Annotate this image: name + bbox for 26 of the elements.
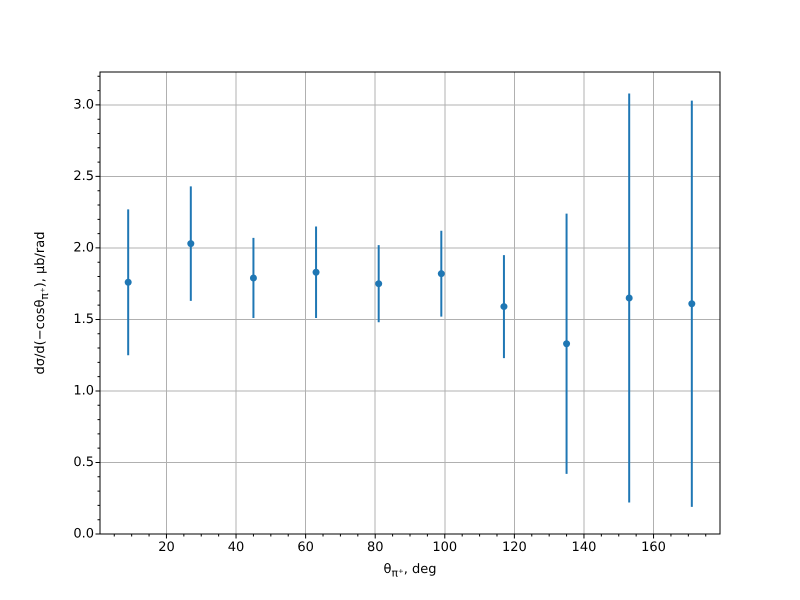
y-tick-label: 0.0 [73, 526, 94, 542]
y-tick-label: 2.5 [73, 168, 94, 184]
y-tick-label: 1.5 [73, 312, 94, 327]
point [312, 268, 320, 276]
point [438, 270, 445, 278]
y-tick-label: 0.5 [73, 454, 94, 470]
y-tick-label: 3.0 [73, 97, 94, 112]
point [124, 278, 132, 286]
x-tick-label: 80 [366, 540, 384, 556]
x-tick-label: 160 [641, 540, 666, 556]
x-tick-label: 140 [572, 540, 596, 556]
point [688, 300, 696, 308]
point [187, 240, 194, 248]
point [250, 274, 257, 282]
point [626, 294, 633, 302]
x-tick-label: 120 [502, 540, 527, 556]
y-tick-label: 2.0 [73, 240, 94, 256]
x-tick-label: 100 [432, 540, 458, 556]
y-tick-label: 1.0 [73, 383, 94, 398]
x-tick-label: 60 [297, 540, 314, 556]
point [500, 303, 508, 310]
point [563, 340, 570, 348]
x-tick-label: 40 [228, 540, 244, 556]
x-tick-label: 20 [158, 540, 175, 556]
x-axis-title: θ$_{π⁺}$, deg [382, 562, 438, 580]
point [375, 280, 382, 288]
